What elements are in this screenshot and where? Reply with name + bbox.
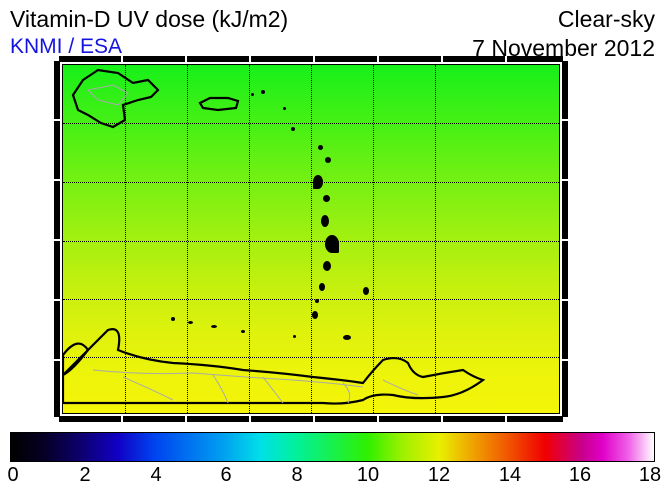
- colorbar-tick: 10: [357, 464, 379, 487]
- small-island: [261, 90, 265, 94]
- lesser-antilles-island: [325, 235, 339, 253]
- lesser-antilles-island: [318, 145, 323, 150]
- tick-bar-top: [59, 56, 563, 62]
- lesser-antilles-island: [315, 299, 319, 303]
- uv-dose-heatmap[interactable]: -72 -70 -68 -66 -64 -62 -60 -58 -72 -70 …: [62, 64, 560, 414]
- colorbar-ticks: 0 2 4 6 8 10 12 14 16 18: [10, 462, 655, 488]
- lesser-antilles-island: [319, 283, 325, 291]
- gridline-lat-14: [63, 241, 560, 242]
- lesser-antilles-island: [325, 157, 331, 163]
- colorbar-tick: 18: [639, 464, 661, 487]
- south-america-coastline: [63, 315, 560, 414]
- puerto-rico-landmass: [198, 95, 248, 115]
- header-right-block: Clear-sky 7 November 2012: [472, 6, 655, 62]
- small-island: [251, 93, 254, 96]
- tick-bar-right: [562, 61, 568, 417]
- hispaniola-landmass: [63, 65, 193, 185]
- gridline-lat-12: [63, 299, 560, 300]
- colorbar-tick: 14: [499, 464, 521, 487]
- small-island: [291, 127, 295, 131]
- colorbar-gradient[interactable]: [10, 432, 655, 462]
- colorbar-tick: 16: [569, 464, 591, 487]
- condition-label: Clear-sky: [472, 6, 655, 33]
- map-container[interactable]: -72 -70 -68 -66 -64 -62 -60 -58 -72 -70 …: [62, 64, 560, 414]
- barbados-island: [363, 287, 369, 295]
- header-left-block: Vitamin-D UV dose (kJ/m2) KNMI / ESA: [10, 6, 288, 59]
- colorbar-tick: 8: [291, 464, 302, 487]
- lesser-antilles-island: [321, 215, 329, 227]
- lesser-antilles-island: [323, 261, 331, 271]
- colorbar-tick: 6: [220, 464, 231, 487]
- lesser-antilles-island: [323, 195, 330, 202]
- page-title: Vitamin-D UV dose (kJ/m2): [10, 6, 288, 33]
- tick-bar-left: [54, 61, 60, 417]
- colorbar-tick: 2: [79, 464, 90, 487]
- small-island: [283, 107, 286, 110]
- colorbar-tick: 0: [7, 464, 18, 487]
- colorbar-tick: 4: [150, 464, 161, 487]
- colorbar-tick: 12: [428, 464, 450, 487]
- lesser-antilles-island: [313, 175, 323, 189]
- tick-bar-bottom: [59, 416, 563, 422]
